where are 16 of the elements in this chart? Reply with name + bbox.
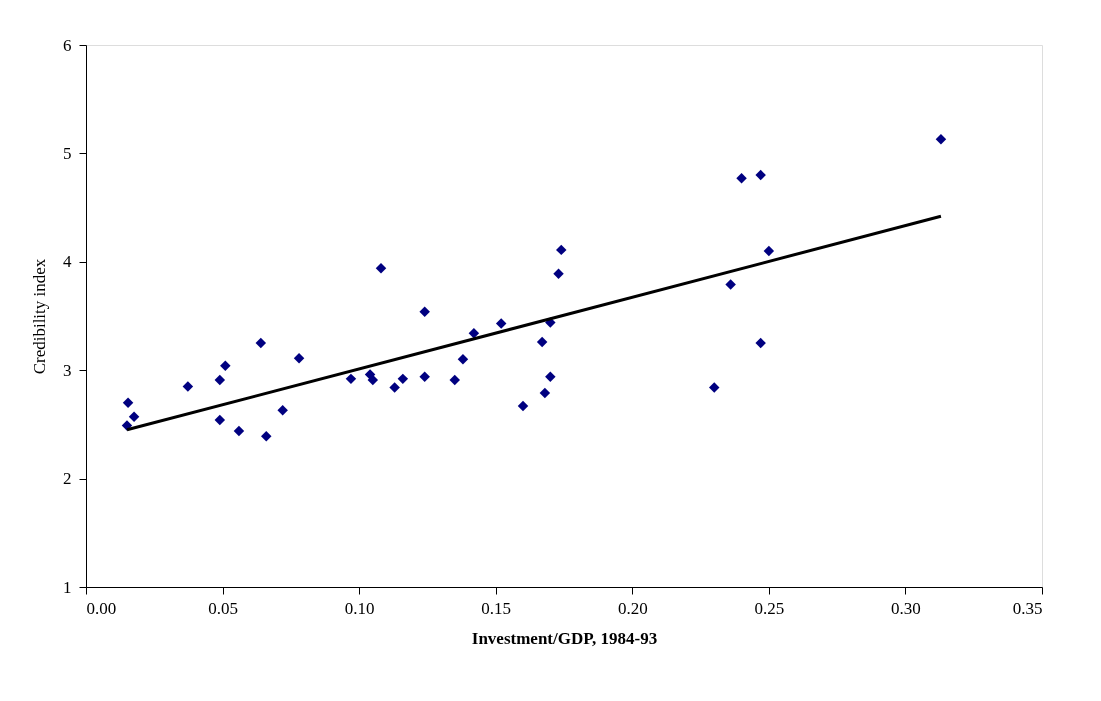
x-tick-label: 0.00 [86, 598, 117, 618]
y-tick-label: 4 [63, 252, 72, 272]
y-axis-title: Credibility index [30, 258, 49, 375]
y-tick-label: 1 [63, 577, 72, 597]
x-tick-label: 0.15 [481, 598, 512, 618]
y-tick-label: 6 [63, 35, 72, 55]
x-tick-label: 0.35 [1012, 598, 1043, 618]
x-tick-label: 0.10 [344, 598, 375, 618]
x-tick-label: 0.05 [208, 598, 238, 618]
x-tick-label: 0.20 [617, 598, 648, 618]
y-tick-label: 2 [63, 469, 72, 489]
x-axis-title: Investment/GDP, 1984-93 [471, 628, 658, 648]
y-tick-label: 5 [63, 143, 72, 163]
x-tick-label: 0.30 [891, 598, 921, 618]
x-tick-label: 0.25 [754, 598, 785, 618]
y-tick-label: 3 [63, 360, 72, 380]
